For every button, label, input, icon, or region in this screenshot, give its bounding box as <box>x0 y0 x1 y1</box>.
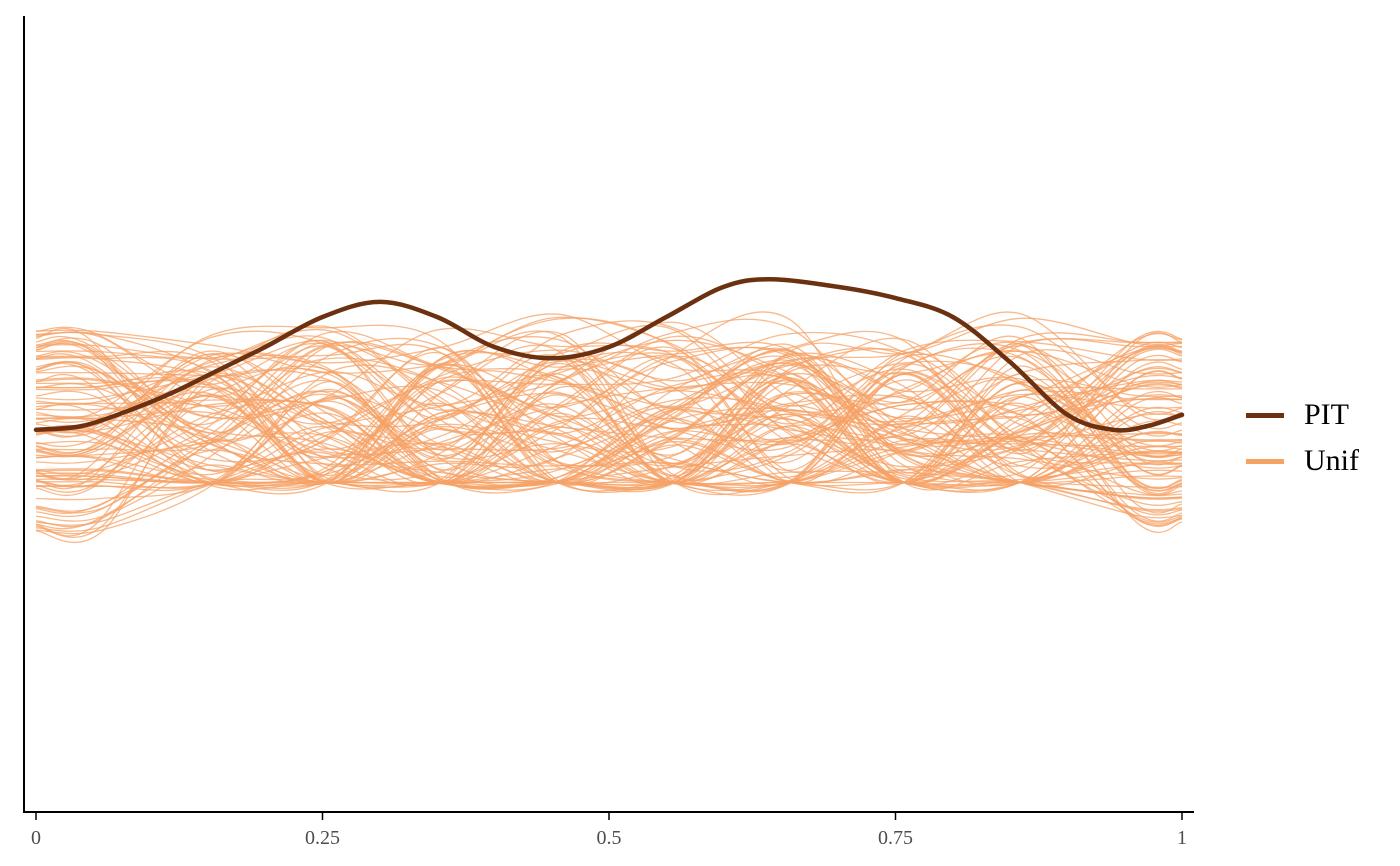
unif-line <box>35 337 1183 522</box>
pit-series-group <box>33 277 1185 433</box>
unif-line <box>35 340 1183 487</box>
x-tick-label: 0 <box>31 827 41 849</box>
unif-line <box>35 344 1183 485</box>
x-tick-label: 1 <box>1177 827 1187 849</box>
unif-line <box>35 355 1183 496</box>
unif-line <box>35 330 1183 492</box>
unif-line <box>35 324 1183 464</box>
legend: PIT Unif <box>1246 392 1359 484</box>
unif-line <box>35 330 1183 486</box>
legend-item-pit: PIT <box>1246 392 1359 438</box>
unif-line <box>35 331 1183 484</box>
pit-line <box>33 277 1185 433</box>
unif-line <box>35 362 1183 459</box>
x-axis-ticks: 0 0.25 0.5 0.75 1 <box>31 812 1187 849</box>
unif-line <box>35 346 1183 528</box>
unif-line <box>35 353 1183 491</box>
unif-line <box>35 363 1183 525</box>
unif-line <box>35 369 1183 490</box>
unif-line <box>35 311 1183 489</box>
legend-label-unif: Unif <box>1304 444 1359 477</box>
unif-line <box>35 374 1183 538</box>
unif-series-lines <box>35 311 1183 544</box>
x-tick-label: 0.25 <box>305 827 340 849</box>
unif-line <box>35 327 1183 522</box>
unif-line <box>35 324 1183 467</box>
unif-line <box>35 365 1183 489</box>
unif-line <box>35 313 1183 484</box>
unif-line <box>35 338 1183 487</box>
legend-key-pit <box>1246 412 1284 418</box>
unif-line <box>35 357 1183 486</box>
unif-line <box>35 311 1183 491</box>
unif-line <box>35 366 1183 518</box>
unif-line <box>35 343 1183 485</box>
legend-label-pit: PIT <box>1304 398 1349 431</box>
x-tick-label: 0.5 <box>597 827 622 849</box>
unif-line <box>35 403 1183 487</box>
x-tick-label: 0.75 <box>878 827 913 849</box>
legend-key-unif <box>1246 458 1284 464</box>
legend-item-unif: Unif <box>1246 438 1359 484</box>
unif-line <box>35 357 1183 485</box>
unif-line <box>35 332 1183 544</box>
unif-line <box>35 353 1183 489</box>
